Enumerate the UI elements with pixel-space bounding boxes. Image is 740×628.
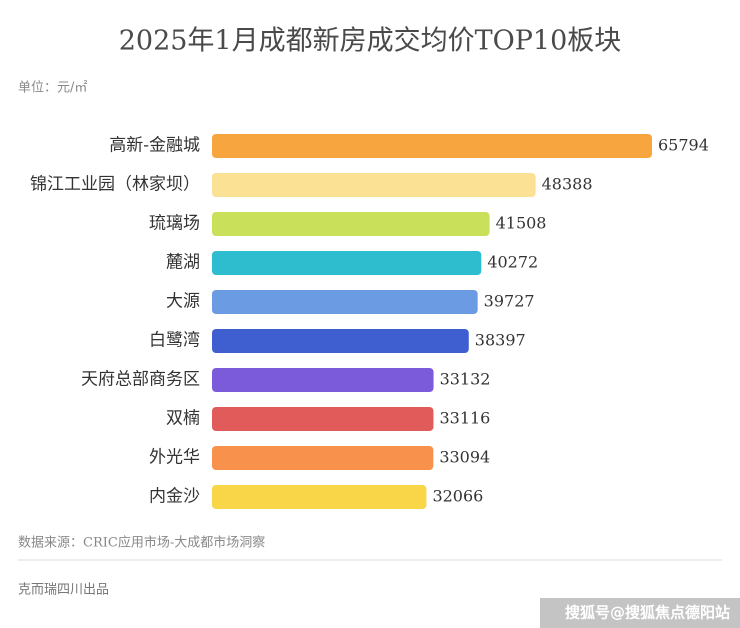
bar bbox=[212, 290, 478, 314]
value-label: 33094 bbox=[439, 448, 490, 467]
value-label: 32066 bbox=[432, 487, 483, 506]
value-label: 48388 bbox=[542, 175, 593, 194]
bar bbox=[212, 251, 482, 275]
category-label: 内金沙 bbox=[149, 487, 200, 507]
value-label: 38397 bbox=[475, 331, 526, 350]
value-label: 41508 bbox=[496, 214, 547, 233]
bar bbox=[212, 212, 490, 236]
value-label: 40272 bbox=[487, 253, 538, 272]
category-label: 外光华 bbox=[149, 448, 200, 468]
bars: 高新-金融城 65794 锦江工业园（林家坝） 48388 琉璃场 41508 麓湖 4027… bbox=[30, 134, 709, 509]
category-label: 琉璃场 bbox=[149, 214, 200, 234]
category-label: 麓湖 bbox=[166, 253, 200, 273]
value-label: 65794 bbox=[658, 136, 709, 155]
bar bbox=[212, 368, 434, 392]
bar bbox=[212, 485, 427, 509]
unit-label: 单位：元/㎡ bbox=[18, 81, 87, 96]
watermark: 搜狐号@搜狐焦点德阳站 bbox=[565, 604, 730, 622]
source: 数据来源：CRIC应用市场-大成都市场洞察 bbox=[18, 535, 265, 551]
value-label: 39727 bbox=[484, 292, 535, 311]
value-label: 33132 bbox=[440, 370, 491, 389]
category-label: 双楠 bbox=[166, 409, 200, 429]
category-label: 白鹭湾 bbox=[149, 331, 200, 351]
watermark-bg bbox=[540, 598, 740, 628]
bar bbox=[212, 407, 434, 431]
bar bbox=[212, 173, 536, 197]
category-label: 高新-金融城 bbox=[109, 136, 200, 156]
bar bbox=[212, 134, 652, 158]
category-label: 大源 bbox=[166, 292, 200, 312]
value-label: 33116 bbox=[439, 409, 490, 428]
category-label: 天府总部商务区 bbox=[81, 370, 200, 390]
bar bbox=[212, 446, 434, 470]
chart-title: 2025年1月成都新房成交均价TOP10板块 bbox=[119, 26, 622, 57]
category-label: 锦江工业园（林家坝） bbox=[30, 175, 200, 195]
bar bbox=[212, 329, 469, 353]
footer: 克而瑞四川出品 bbox=[18, 583, 109, 598]
